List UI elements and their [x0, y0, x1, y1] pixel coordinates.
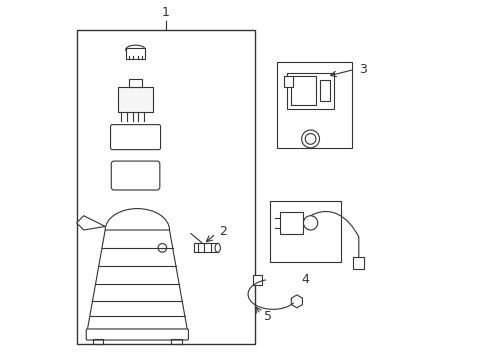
Text: 3: 3	[358, 63, 366, 76]
Bar	[77, 30, 255, 344]
Polygon shape	[87, 230, 187, 330]
Bar	[283, 76, 292, 87]
Bar	[93, 339, 103, 344]
Bar	[287, 73, 333, 109]
Ellipse shape	[303, 216, 317, 230]
Bar	[269, 202, 340, 262]
Bar	[129, 79, 142, 87]
Ellipse shape	[215, 243, 220, 252]
Bar	[280, 212, 303, 234]
Text: 2: 2	[219, 225, 227, 238]
Bar	[319, 80, 329, 102]
Bar	[118, 87, 153, 112]
Bar	[252, 275, 261, 285]
Text: 5: 5	[264, 310, 272, 323]
Text: 1: 1	[162, 6, 169, 19]
Text: 4: 4	[301, 273, 308, 286]
Bar	[353, 257, 364, 269]
Bar	[194, 243, 217, 252]
Bar	[290, 76, 315, 105]
FancyBboxPatch shape	[111, 161, 160, 190]
Bar	[171, 339, 182, 344]
Circle shape	[158, 244, 166, 252]
FancyBboxPatch shape	[86, 329, 188, 340]
Polygon shape	[77, 216, 105, 230]
Bar	[125, 48, 145, 59]
Bar	[276, 62, 351, 148]
